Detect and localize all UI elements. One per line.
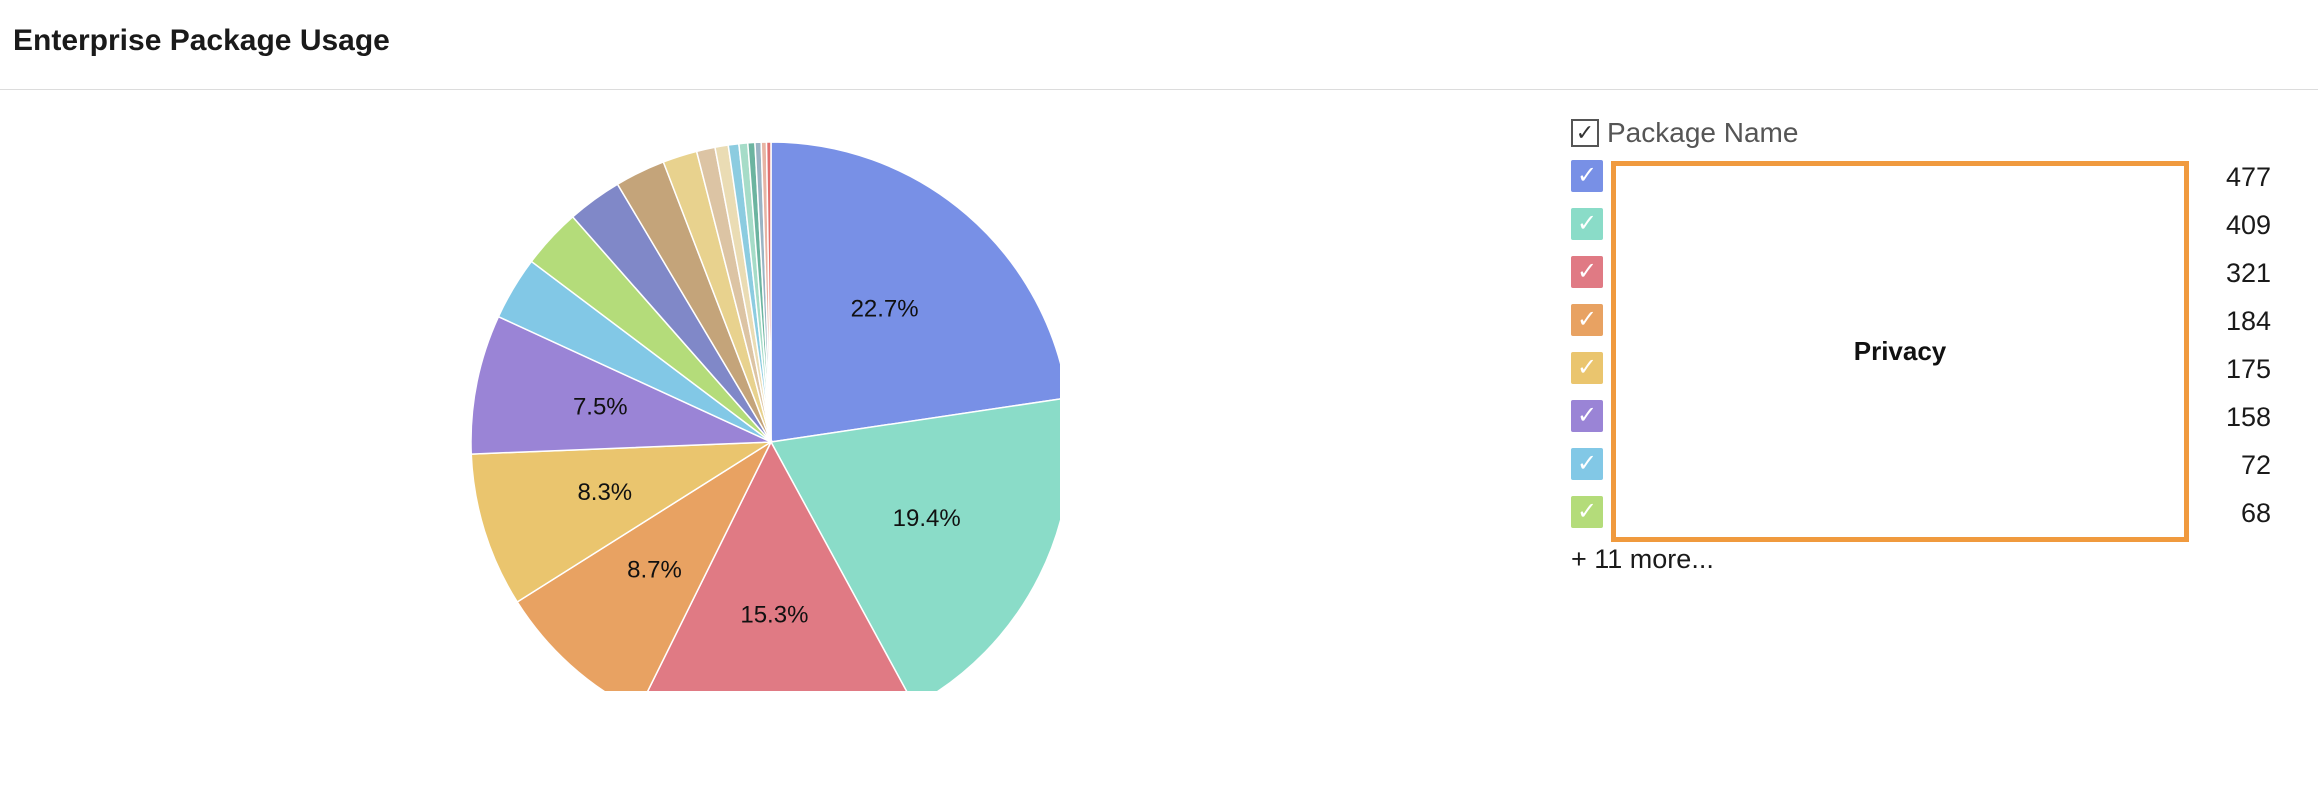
legend-header-label: Package Name (1607, 117, 1799, 148)
legend-value: 409 (2225, 210, 2271, 240)
pie-slice[interactable] (516, 439, 773, 691)
pie-slice[interactable] (470, 441, 774, 603)
privacy-label: Privacy (1853, 336, 1947, 366)
pie-chart: 22.7% 19.4% 15.3% 8.7% 8.3% 7.5% (470, 141, 1060, 691)
chart-title: Enterprise Package Usage (13, 24, 390, 57)
chart-header: Enterprise Package Usage (0, 0, 2318, 90)
pie-slice[interactable] (765, 141, 772, 443)
show-more-link[interactable]: + 11 more... (1571, 544, 1714, 574)
legend-value: 68 (2240, 498, 2271, 528)
legend-row[interactable]: ✓ 68 (1571, 496, 2271, 530)
legend-row[interactable]: ✓ 477 (1571, 160, 2271, 194)
pie-slice[interactable] (470, 315, 772, 455)
pie-slice[interactable] (770, 141, 1060, 443)
privacy-redaction-box: Privacy (1611, 161, 2189, 542)
legend-checkbox[interactable]: ✓ (1571, 160, 1603, 192)
legend-row[interactable]: ✓ 184 (1571, 304, 2271, 338)
legend-checkbox[interactable]: ✓ (1571, 352, 1603, 384)
pie-slices (470, 141, 1060, 691)
select-all-checkbox[interactable]: ✓ (1571, 119, 1599, 147)
legend-row[interactable]: ✓ 72 (1571, 448, 2271, 482)
legend-checkbox[interactable]: ✓ (1571, 256, 1603, 288)
legend-checkbox[interactable]: ✓ (1571, 208, 1603, 240)
legend-value: 477 (2225, 162, 2271, 192)
legend-checkbox[interactable]: ✓ (1571, 448, 1603, 480)
legend-value: 72 (2240, 450, 2271, 480)
legend-checkbox[interactable]: ✓ (1571, 496, 1603, 528)
legend-header: ✓ Package Name (1571, 114, 1798, 152)
slice-percent-label: 8.3% (577, 479, 632, 506)
pie-slice[interactable] (769, 398, 1060, 691)
pie-labels: 22.7% 19.4% 15.3% 8.7% 8.3% 7.5% (573, 296, 961, 629)
legend-value: 158 (2225, 402, 2271, 432)
legend-value: 321 (2225, 258, 2271, 288)
legend-row[interactable]: ✓ 321 (1571, 256, 2271, 290)
legend-value: 175 (2225, 354, 2271, 384)
legend-checkbox[interactable]: ✓ (1571, 400, 1603, 432)
legend-row[interactable]: ✓ 409 (1571, 208, 2271, 242)
legend-checkbox[interactable]: ✓ (1571, 304, 1603, 336)
slice-percent-label: 8.7% (627, 557, 682, 584)
slice-percent-label: 15.3% (740, 601, 808, 628)
legend-row[interactable]: ✓ 158 (1571, 400, 2271, 434)
slice-percent-label: 19.4% (893, 505, 961, 532)
slice-percent-label: 22.7% (851, 296, 919, 323)
pie-slice[interactable] (638, 440, 914, 691)
legend-value: 184 (2225, 306, 2271, 336)
slice-percent-label: 7.5% (573, 394, 628, 421)
legend-row[interactable]: ✓ 175 (1571, 352, 2271, 386)
